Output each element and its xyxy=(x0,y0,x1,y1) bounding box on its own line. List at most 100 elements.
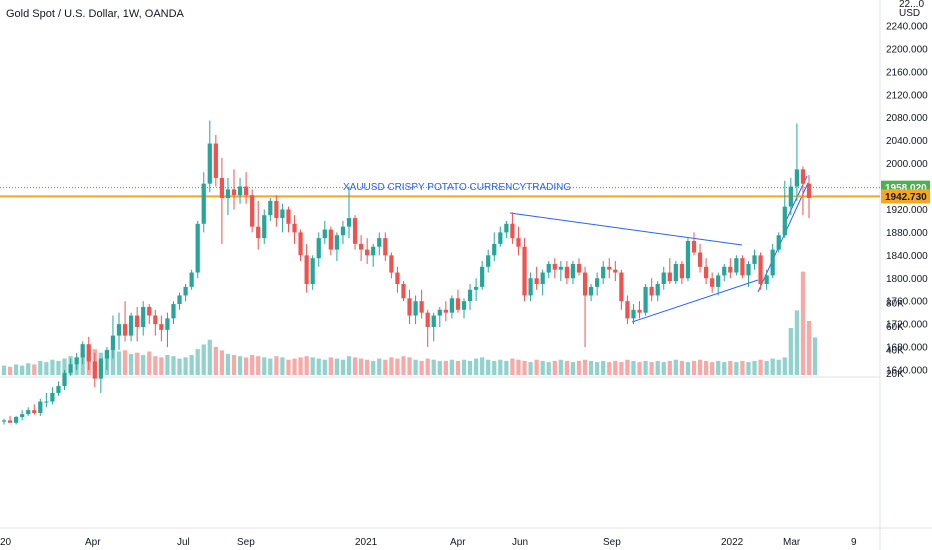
time-tick-label: Apr xyxy=(85,537,101,548)
candle-body xyxy=(710,278,715,287)
price-tick-label: 2040.000 xyxy=(886,136,928,147)
price-badge[interactable] xyxy=(881,189,930,204)
volume-bar xyxy=(722,362,727,375)
time-tick-label: 2021 xyxy=(355,537,378,548)
candle-body xyxy=(365,249,370,256)
volume-bar xyxy=(135,352,140,375)
candle-body xyxy=(437,309,442,316)
volume-bar xyxy=(268,358,273,375)
triangle-upper-trendline[interactable] xyxy=(509,212,743,246)
volume-bar xyxy=(794,310,800,375)
candle-body xyxy=(207,143,212,184)
candle-body xyxy=(407,298,412,316)
time-tick-label: Sep xyxy=(237,537,255,548)
candle-body xyxy=(316,238,321,259)
chart-annotation[interactable]: XAUUSD CRISPY POTATO CURRENCYTRADING xyxy=(343,182,571,193)
candle-body xyxy=(492,243,497,256)
volume-bar xyxy=(80,353,85,375)
candle-body xyxy=(564,266,570,279)
candle-body xyxy=(806,183,812,198)
volume-bar xyxy=(352,357,358,375)
candle-body xyxy=(504,223,509,233)
candle-body xyxy=(310,258,315,284)
volume-bar xyxy=(625,359,630,375)
volume-bars xyxy=(1,271,818,375)
candle-body xyxy=(413,301,418,316)
candle-body xyxy=(225,189,231,198)
volume-bar xyxy=(637,362,642,375)
volume-bar xyxy=(383,359,388,375)
candle-body xyxy=(116,324,122,336)
volume-bar xyxy=(576,360,582,375)
candle-body xyxy=(38,401,43,413)
volume-bar xyxy=(116,351,122,375)
volume-bar xyxy=(243,357,249,375)
volume-bar xyxy=(377,358,382,375)
volume-bar xyxy=(195,349,200,375)
candle-body xyxy=(637,309,642,313)
candle-body xyxy=(419,301,424,313)
candle-body xyxy=(486,255,491,267)
volume-bar xyxy=(304,356,309,375)
price-tick-label: 1720.000 xyxy=(886,320,928,331)
price-tick-label: 2080.000 xyxy=(886,113,928,124)
volume-bar xyxy=(558,359,563,375)
candle-body xyxy=(13,417,19,423)
candle-body xyxy=(552,263,557,270)
volume-bar xyxy=(546,362,551,375)
candle-body xyxy=(358,243,364,250)
time-tick-label: Mar xyxy=(783,537,801,548)
candle-body xyxy=(346,218,352,227)
candle-body xyxy=(595,278,600,287)
volume-bar xyxy=(231,355,237,375)
time-tick-label: Sep xyxy=(603,537,621,548)
volume-bar xyxy=(147,351,152,375)
triangle-lower-trendline[interactable] xyxy=(631,279,759,323)
volume-bar xyxy=(1,365,7,375)
candle-body xyxy=(135,315,140,327)
candle-body xyxy=(159,324,164,330)
price-tick-label: 2240.000 xyxy=(886,22,928,33)
volume-bar xyxy=(655,360,660,375)
volume-tick-label: 60K xyxy=(886,322,904,333)
volume-bar xyxy=(62,358,67,375)
candle-body xyxy=(1,420,7,422)
candle-body xyxy=(643,286,648,313)
candle-body xyxy=(703,266,709,279)
volume-bar xyxy=(237,356,243,375)
candle-body xyxy=(691,241,697,253)
candle-body xyxy=(534,278,539,284)
volume-bar xyxy=(219,350,225,375)
time-tick-label: Jul xyxy=(177,537,190,548)
candle-body xyxy=(383,238,388,256)
volume-bar xyxy=(740,360,745,375)
candle-body xyxy=(601,266,606,279)
candle-body xyxy=(794,169,800,187)
candle-body xyxy=(576,263,582,273)
candle-body xyxy=(231,189,237,196)
candle-body xyxy=(480,266,485,287)
volume-bar xyxy=(516,359,521,375)
candle-body xyxy=(588,286,594,296)
candle-body xyxy=(461,301,467,310)
volume-bar xyxy=(607,362,612,375)
candle-body xyxy=(613,269,618,273)
volume-bar xyxy=(552,360,557,375)
candle-body xyxy=(104,349,110,359)
volume-bar xyxy=(165,355,170,375)
volume-bar xyxy=(20,365,25,375)
volume-bar xyxy=(710,362,715,375)
volume-bar xyxy=(328,357,333,375)
candle-body xyxy=(473,286,479,290)
candle-body xyxy=(44,401,49,403)
candle-body xyxy=(26,410,31,415)
candle-body xyxy=(746,263,751,276)
candle-body xyxy=(728,266,733,273)
volume-bar xyxy=(588,360,594,375)
volume-bar xyxy=(413,359,418,375)
volume-bar xyxy=(431,359,436,375)
candle-body xyxy=(50,392,55,402)
candle-body xyxy=(334,235,340,250)
volume-bar xyxy=(643,360,648,375)
